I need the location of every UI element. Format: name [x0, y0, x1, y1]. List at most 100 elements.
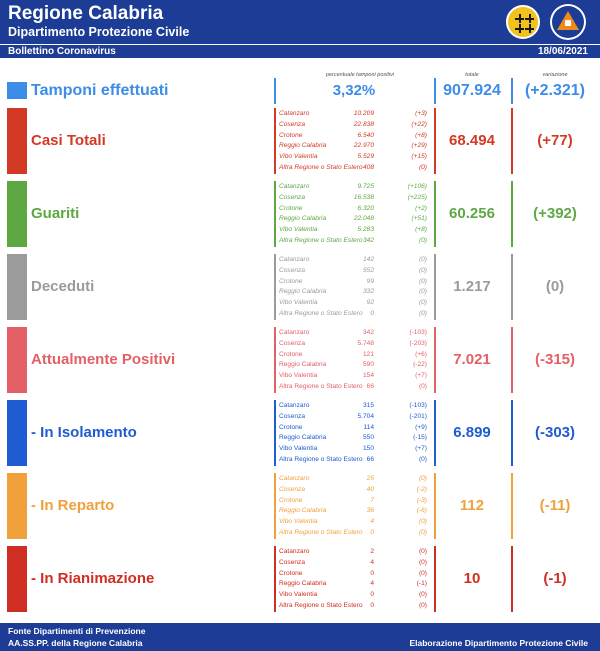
province-name: Cosenza	[279, 266, 306, 274]
deceduti-color-bar	[7, 254, 27, 320]
province-row: Altra Regione o Stato Estero 0 (0)	[279, 309, 429, 320]
province-value: 16.538	[353, 193, 374, 201]
province-value: 5.283	[357, 226, 374, 234]
bulletin-bar: Bollettino Coronavirus 18/06/2021	[0, 44, 600, 58]
province-row: Cosenza 5.748 (-203)	[279, 339, 429, 350]
positivi-delta: (-315)	[534, 351, 575, 368]
province-value: 342	[362, 236, 374, 244]
province-delta: (-103)	[409, 402, 427, 409]
source-line-2: AA.SS.PP. della Regione Calabria	[8, 638, 143, 648]
province-name: Crotone	[279, 204, 303, 212]
casi-color-bar	[7, 108, 27, 174]
guariti-delta: (+392)	[533, 205, 577, 222]
province-name: Catanzaro	[279, 329, 310, 336]
province-value: 0	[370, 569, 374, 577]
province-delta: (-6)	[416, 507, 427, 515]
province-value: 154	[362, 372, 374, 380]
province-value: 550	[362, 434, 374, 442]
tamponi-percent: 3,32%	[332, 82, 376, 99]
province-value: 66	[366, 455, 374, 463]
province-row: Altra Regione o Stato Estero 408 (0)	[279, 163, 429, 174]
province-delta: (+29)	[411, 142, 427, 150]
province-name: Crotone	[279, 350, 303, 358]
province-row: Catanzaro 315 (-103)	[279, 401, 429, 412]
province-row: Crotone 7 (-3)	[279, 496, 429, 507]
province-row: Vibo Valentia 4 (0)	[279, 517, 429, 528]
province-row: Cosenza 16.538 (+225)	[279, 193, 429, 204]
percent-column-header: percentuale tamponi positivi	[325, 72, 395, 78]
province-name: Catanzaro	[279, 548, 310, 555]
guariti-divider-2	[434, 181, 436, 247]
province-value: 40	[366, 485, 374, 493]
province-value: 6.320	[357, 204, 374, 212]
province-value: 114	[363, 423, 374, 431]
deceduti-divider-2	[434, 254, 436, 320]
province-value: 0	[370, 601, 374, 609]
province-delta: (0)	[418, 548, 427, 555]
province-name: Cosenza	[279, 193, 306, 201]
positivi-label: Attualmente Positivi	[31, 351, 176, 368]
province-delta: (+7)	[415, 445, 427, 453]
province-row: Cosenza 4 (0)	[279, 558, 429, 569]
rianimazione-total: 10	[463, 570, 481, 587]
province-name: Vibo Valentia	[279, 445, 318, 453]
province-value: 142	[362, 256, 374, 263]
province-delta: (0)	[418, 591, 427, 599]
province-name: Cosenza	[279, 339, 306, 347]
province-delta: (0)	[418, 299, 427, 307]
province-name: Altra Regione o Stato Estero	[279, 455, 363, 463]
province-name: Altra Regione o Stato Estero	[279, 601, 363, 609]
province-value: 99	[366, 277, 374, 285]
province-name: Catanzaro	[279, 183, 310, 190]
province-name: Cosenza	[279, 558, 306, 566]
reparto-divider-3	[511, 473, 513, 539]
province-value: 4	[370, 580, 374, 588]
province-row: Cosenza 22.838 (+22)	[279, 120, 429, 131]
tamponi-delta: (+2.321)	[524, 82, 586, 99]
rianimazione-divider-1	[274, 546, 276, 612]
guariti-total: 60.256	[449, 205, 495, 222]
province-delta: (-3)	[416, 496, 427, 504]
isolamento-color-bar	[7, 400, 27, 466]
province-delta: (0)	[418, 558, 427, 566]
province-row: Cosenza 552 (0)	[279, 266, 429, 277]
province-delta: (0)	[418, 236, 427, 244]
province-delta: (-103)	[409, 329, 427, 336]
province-value: 332	[362, 288, 374, 296]
casi-delta: (+77)	[537, 132, 573, 149]
province-delta: (-15)	[413, 434, 427, 442]
province-delta: (0)	[418, 163, 427, 171]
source-line-1: Fonte Dipartimenti di Prevenzione	[8, 626, 146, 636]
province-delta: (0)	[418, 277, 427, 285]
province-row: Cosenza 40 (-2)	[279, 485, 429, 496]
province-value: 4	[370, 558, 374, 566]
province-delta: (0)	[418, 528, 427, 536]
province-value: 9.725	[357, 183, 374, 190]
positivi-color-bar	[7, 327, 27, 393]
province-delta: (+6)	[415, 350, 427, 358]
rianimazione-province-list: Catanzaro 2 (0) Cosenza 4 (0) Crotone 0 (0) Reggi…	[279, 547, 429, 612]
credit-line: Elaborazione Dipartimento Protezione Civ…	[409, 638, 588, 648]
footer-banner: Fonte Dipartimenti di Prevenzione AA.SS.…	[0, 623, 600, 651]
casi-label: Casi Totali	[31, 132, 106, 149]
province-name: Vibo Valentia	[279, 153, 318, 161]
province-value: 5.529	[357, 153, 374, 161]
province-delta: (0)	[418, 475, 427, 482]
reparto-divider-2	[434, 473, 436, 539]
province-delta: (+22)	[411, 120, 427, 128]
province-row: Crotone 6.540 (+8)	[279, 131, 429, 142]
guariti-province-list: Catanzaro 9.725 (+106) Cosenza 16.538 (+225) C…	[279, 182, 429, 247]
province-row: Catanzaro 342 (-103)	[279, 328, 429, 339]
province-name: Vibo Valentia	[279, 518, 318, 526]
rianimazione-divider-2	[434, 546, 436, 612]
delta-column-header: variazione	[542, 72, 568, 78]
province-value: 36	[366, 507, 374, 515]
province-row: Altra Regione o Stato Estero 342 (0)	[279, 236, 429, 247]
deceduti-divider-3	[511, 254, 513, 320]
rianimazione-label: - In Rianimazione	[31, 570, 155, 587]
reparto-province-list: Catanzaro 25 (0) Cosenza 40 (-2) Crotone 7 (-3) R…	[279, 474, 429, 539]
province-row: Catanzaro 10.209 (+3)	[279, 109, 429, 120]
isolamento-province-list: Catanzaro 315 (-103) Cosenza 5.704 (-201) Crot…	[279, 401, 429, 466]
province-row: Crotone 121 (+6)	[279, 350, 429, 361]
positivi-divider-1	[274, 327, 276, 393]
